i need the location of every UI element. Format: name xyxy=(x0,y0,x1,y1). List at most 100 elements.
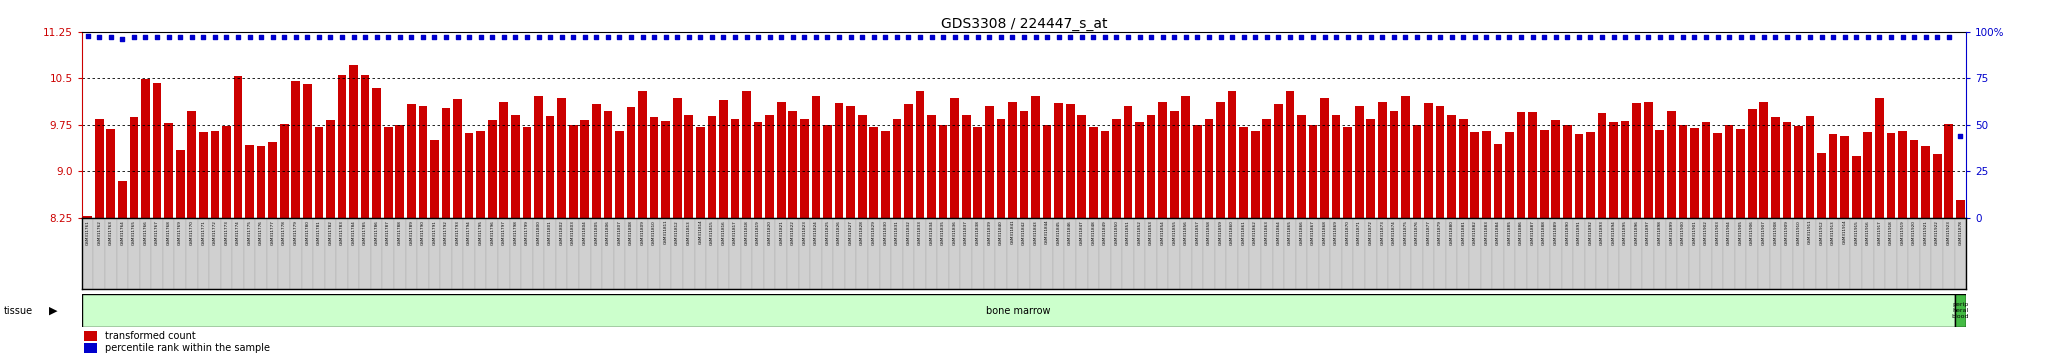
Text: GSM311870: GSM311870 xyxy=(1346,220,1350,245)
Point xyxy=(1782,35,1815,40)
Text: GSM311853: GSM311853 xyxy=(1149,220,1153,245)
Bar xyxy=(1237,218,1249,289)
Bar xyxy=(1399,218,1411,289)
Bar xyxy=(1552,120,1561,218)
Point xyxy=(152,35,184,40)
Point xyxy=(1829,35,1862,40)
Bar xyxy=(1135,218,1145,289)
Bar xyxy=(1851,218,1862,289)
Text: GSM311855: GSM311855 xyxy=(1171,220,1176,245)
Bar xyxy=(1884,218,1896,289)
Point xyxy=(1597,35,1630,40)
Text: GSM311836: GSM311836 xyxy=(952,220,956,245)
Text: GSM311901: GSM311901 xyxy=(1692,220,1696,245)
Bar xyxy=(522,127,530,218)
Text: GSM311850: GSM311850 xyxy=(1114,220,1118,245)
Bar xyxy=(94,119,104,218)
Text: GSM311843: GSM311843 xyxy=(1034,220,1038,245)
Bar xyxy=(674,98,682,218)
Bar xyxy=(1214,218,1227,289)
Bar xyxy=(569,125,578,218)
Bar xyxy=(1192,218,1202,289)
Bar xyxy=(500,102,508,218)
Text: GSM311910: GSM311910 xyxy=(1796,220,1800,245)
Point xyxy=(395,35,428,40)
Text: GSM311882: GSM311882 xyxy=(1473,220,1477,245)
Text: GSM311905: GSM311905 xyxy=(1739,220,1743,245)
Bar xyxy=(1595,218,1608,289)
Text: GSM311817: GSM311817 xyxy=(733,220,737,245)
Point xyxy=(1135,35,1167,40)
Point xyxy=(186,35,219,40)
Bar xyxy=(893,119,901,218)
Bar xyxy=(1747,218,1757,289)
Text: GSM311801: GSM311801 xyxy=(549,220,553,245)
Text: GSM311837: GSM311837 xyxy=(965,220,969,245)
Bar xyxy=(465,133,473,218)
Bar xyxy=(903,218,913,289)
Bar xyxy=(1503,218,1516,289)
Bar xyxy=(291,81,301,218)
Bar xyxy=(1642,218,1655,289)
Bar xyxy=(682,218,694,289)
Bar xyxy=(928,115,936,218)
Text: GSM311898: GSM311898 xyxy=(1657,220,1661,245)
Point xyxy=(1055,35,1087,40)
Bar xyxy=(776,218,786,289)
Bar xyxy=(1159,102,1167,218)
Text: GSM311913: GSM311913 xyxy=(1831,220,1835,245)
Bar xyxy=(1100,218,1110,289)
Bar xyxy=(637,218,649,289)
Text: GSM311914: GSM311914 xyxy=(1843,220,1847,245)
Text: GSM311791: GSM311791 xyxy=(432,220,436,245)
Bar xyxy=(694,218,707,289)
Text: GSM311783: GSM311783 xyxy=(340,220,344,245)
Text: GSM311845: GSM311845 xyxy=(1057,220,1061,245)
Bar xyxy=(1077,115,1085,218)
Point xyxy=(545,35,578,40)
Text: GSM311844: GSM311844 xyxy=(1044,220,1049,245)
Point xyxy=(1436,35,1468,40)
Bar xyxy=(1376,218,1389,289)
Bar xyxy=(1389,111,1399,218)
Bar xyxy=(303,84,311,218)
Text: GSM311778: GSM311778 xyxy=(283,220,287,245)
Bar xyxy=(1378,102,1386,218)
Text: percentile rank within the sample: percentile rank within the sample xyxy=(104,343,270,353)
Point xyxy=(408,35,440,40)
Bar xyxy=(1112,119,1120,218)
Point xyxy=(1413,35,1446,40)
Point xyxy=(1540,35,1573,40)
Point xyxy=(233,35,266,40)
Bar xyxy=(1343,127,1352,218)
Bar xyxy=(1100,131,1110,218)
Bar xyxy=(197,218,209,289)
Bar xyxy=(1757,218,1769,289)
Text: GSM311863: GSM311863 xyxy=(1266,220,1270,245)
Bar xyxy=(950,98,958,218)
Bar xyxy=(152,218,164,289)
Bar xyxy=(1470,132,1479,218)
Point xyxy=(926,35,958,40)
Point xyxy=(1677,35,1710,40)
Bar xyxy=(1194,125,1202,218)
Bar xyxy=(590,218,602,289)
Text: GSM311809: GSM311809 xyxy=(641,220,645,245)
Bar xyxy=(119,181,127,218)
Bar xyxy=(1817,218,1827,289)
Point xyxy=(1737,35,1769,40)
Point xyxy=(1458,35,1491,40)
Bar xyxy=(1944,218,1954,289)
Bar xyxy=(176,150,184,218)
Bar xyxy=(811,218,821,289)
Point xyxy=(684,35,717,40)
Bar xyxy=(1227,91,1237,218)
Text: GSM311881: GSM311881 xyxy=(1462,220,1464,245)
Bar xyxy=(1458,218,1468,289)
Bar xyxy=(1851,156,1860,218)
Point xyxy=(1851,35,1884,40)
Point xyxy=(291,35,324,40)
Text: GSM311921: GSM311921 xyxy=(1923,220,1927,245)
Bar xyxy=(221,218,231,289)
Point xyxy=(1077,35,1110,40)
